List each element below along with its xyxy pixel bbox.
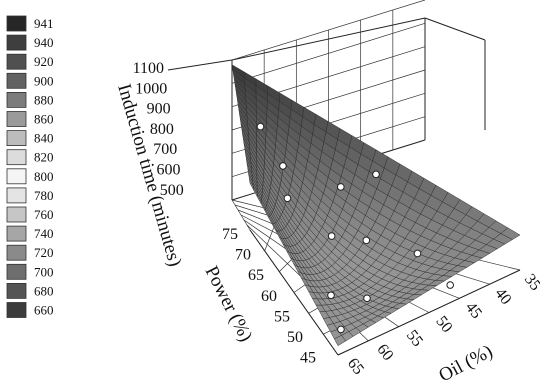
power-tick-label: 70 [235,247,251,264]
surface-patch [333,335,346,347]
legend-swatch [6,302,27,318]
right-top-edge [424,17,486,41]
data-point [372,170,380,179]
power-tick-label: 50 [287,329,303,346]
power-tick-label: 75 [222,226,238,243]
legend-label: 941 [34,16,54,31]
legend-swatch [6,168,27,185]
legend-label: 760 [34,207,54,222]
legend-swatch [6,263,27,280]
legend-label: 720 [34,245,54,260]
data-point [279,162,287,170]
z-tick-label: 1000 [135,80,167,97]
left-top-edge [167,59,233,71]
legend-swatch [6,15,27,32]
z-tick-label: 800 [150,121,174,138]
power-tick-label: 55 [274,308,290,325]
z-axis-ticks: 1100 1000 900 800 700 600 500 [133,60,184,199]
power-axis-ticks: 75 70 65 60 55 50 45 [222,226,316,367]
legend-swatch [6,92,27,108]
z-tick-label: 600 [157,162,181,179]
legend-swatch [6,53,27,70]
legend-label: 840 [34,131,54,146]
data-point [363,294,371,303]
oil-tick-label: 60 [373,341,396,364]
data-point [256,122,265,131]
z-tick-label: 1100 [133,60,164,77]
z-tick-label: 900 [147,101,171,118]
legend-label: 660 [34,303,54,318]
power-tick-label: 65 [248,267,264,284]
legend-label: 780 [34,188,54,203]
oil-tick-label: 65 [344,355,367,378]
power-tick-label: 60 [261,288,277,305]
legend-label: 880 [34,92,54,107]
legend-swatch [6,149,27,166]
front-right-edge [337,269,521,356]
response-surface [231,64,521,347]
floor-front-edges [249,229,521,356]
power-tick-label: 45 [300,350,316,367]
legend-swatch [6,225,27,242]
data-point [362,236,371,245]
legend-swatch [6,111,27,127]
legend-swatch [6,282,27,299]
legend-label: 680 [34,283,54,298]
legend-label: 700 [34,264,54,279]
data-point [413,249,422,258]
legend-label: 740 [34,226,54,241]
oil-tick-label: 45 [462,299,485,322]
legend-label: 920 [34,54,54,69]
oil-tick-label: 40 [491,285,514,308]
data-point [327,232,336,240]
legend-label: 940 [34,35,54,50]
oil-tick-label: 55 [403,327,426,350]
legend-swatch [6,34,27,51]
oil-tick-label: 35 [521,271,540,294]
data-point [446,281,455,289]
legend-swatch [6,206,27,223]
z-tick-label: 700 [153,141,177,158]
legend-swatch [6,130,27,147]
legend-label: 820 [34,150,54,165]
legend-swatch [6,187,27,204]
oil-axis-title: Oil (%) [435,341,496,387]
legend-swatch [6,72,27,89]
front-left-edge [249,229,339,356]
design-points [256,122,455,334]
data-point [337,325,345,334]
data-point [327,291,335,300]
legend-label: 860 [34,112,54,127]
data-point [336,183,345,191]
z-tick-label: 500 [160,182,184,199]
legend-label: 900 [34,73,54,88]
legend: 941 940 920 900 880 860 840 820 800 780 760 740 720 7… [6,15,54,318]
legend-swatch [6,244,27,261]
legend-label: 800 [34,169,54,184]
data-point [283,194,292,203]
oil-tick-label: 50 [432,313,455,336]
